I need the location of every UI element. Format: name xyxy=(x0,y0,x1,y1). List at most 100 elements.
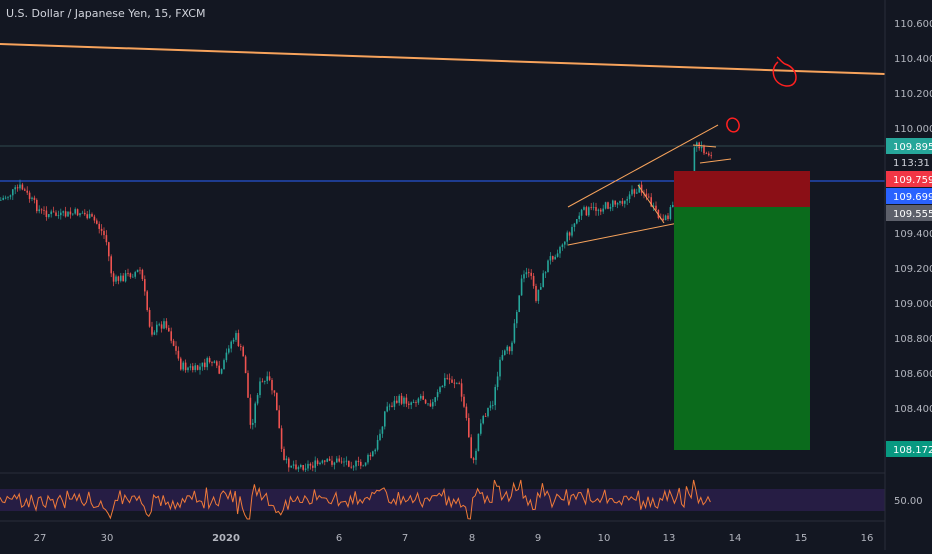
candle-body xyxy=(283,448,285,461)
price-axis[interactable]: 110.600 110.400 110.200 110.000 109.400 … xyxy=(894,19,932,415)
wedge-lower-line[interactable] xyxy=(567,220,689,246)
candle-body xyxy=(264,380,266,382)
candle-body xyxy=(626,199,628,201)
time-axis[interactable]: 27 30 2020 6 7 8 9 10 13 14 15 16 xyxy=(34,533,874,544)
candle-body xyxy=(331,460,333,465)
candle-body xyxy=(189,366,192,368)
candle-body xyxy=(19,184,21,189)
chart-title: U.S. Dollar / Japanese Yen, 15, FXCM xyxy=(6,7,205,20)
candle-body xyxy=(132,276,134,278)
candle-body xyxy=(525,272,528,275)
candle-body xyxy=(292,464,295,466)
stop-loss-zone[interactable] xyxy=(674,171,810,207)
candle-body xyxy=(24,189,26,191)
candle-body xyxy=(67,211,69,217)
candle-body xyxy=(619,201,621,204)
time-label: 10 xyxy=(598,533,611,544)
candle-body xyxy=(76,209,79,216)
candle-body xyxy=(537,289,540,301)
candle-body xyxy=(710,155,712,157)
candle-body xyxy=(326,458,328,462)
candle-body xyxy=(372,451,374,457)
annotation-circle-top[interactable] xyxy=(725,116,741,133)
candle-body xyxy=(516,312,518,324)
candle-body xyxy=(664,215,667,221)
candle-body xyxy=(26,190,28,193)
candle-body xyxy=(420,395,422,399)
candle-body xyxy=(256,395,259,404)
candle-body xyxy=(124,273,127,282)
candle-body xyxy=(540,287,542,290)
candle-body xyxy=(321,460,324,463)
target-price-value: 108.172 xyxy=(893,445,932,456)
candle-body xyxy=(112,273,115,282)
candle-body xyxy=(669,207,672,219)
candle-body xyxy=(43,210,45,211)
candle-body xyxy=(247,373,249,398)
candle-body xyxy=(652,205,655,207)
candle-body xyxy=(355,460,357,467)
candle-body xyxy=(278,410,280,429)
candle-body xyxy=(448,378,451,380)
candle-body xyxy=(57,215,60,216)
candle-body xyxy=(475,450,477,460)
time-label: 9 xyxy=(535,533,541,544)
flag-upper-line[interactable] xyxy=(692,144,717,148)
candle-body xyxy=(381,426,384,434)
candle-body xyxy=(568,232,571,236)
candle-body xyxy=(79,213,81,216)
candle-body xyxy=(218,365,220,374)
candle-body xyxy=(151,326,153,335)
wedge-break-line[interactable] xyxy=(637,184,665,224)
candle-body xyxy=(597,209,600,211)
candle-body xyxy=(496,376,499,387)
candle-body xyxy=(201,362,204,367)
candle-body xyxy=(300,464,302,468)
candle-body xyxy=(81,212,84,214)
candle-body xyxy=(139,269,141,271)
rsi-axis-label: 50.00 xyxy=(894,496,923,507)
candle-body xyxy=(499,359,501,377)
candle-body xyxy=(492,405,494,406)
candle-body xyxy=(38,209,40,212)
candle-body xyxy=(520,278,523,296)
wedge-upper-line[interactable] xyxy=(567,124,719,208)
trendline-long[interactable] xyxy=(0,43,886,75)
candle-body xyxy=(230,341,232,349)
candle-body xyxy=(141,269,144,280)
candle-body xyxy=(48,214,50,217)
candle-body xyxy=(31,197,33,199)
candle-body xyxy=(156,324,158,333)
candle-body xyxy=(396,400,398,403)
current-price-tag xyxy=(886,188,932,204)
candle-body xyxy=(261,381,264,383)
candle-body xyxy=(542,273,544,288)
candle-body xyxy=(638,184,640,193)
candle-body xyxy=(535,286,537,301)
candle-body xyxy=(384,411,386,427)
candle-body xyxy=(324,460,326,462)
candle-body xyxy=(336,458,338,463)
candle-body xyxy=(88,214,91,219)
candle-body xyxy=(302,464,304,470)
candle-body xyxy=(482,416,484,424)
candle-body xyxy=(621,201,624,204)
candle-body xyxy=(122,275,124,282)
price-tick: 110.200 xyxy=(894,89,932,100)
time-label: 30 xyxy=(101,533,114,544)
flag-lower-line[interactable] xyxy=(699,158,732,164)
annotation-circle-trendline[interactable] xyxy=(772,56,797,87)
candle-body xyxy=(576,219,578,224)
price-tick: 108.400 xyxy=(894,404,932,415)
candle-body xyxy=(237,333,240,347)
price-tick: 110.600 xyxy=(894,19,932,30)
candle-body xyxy=(415,402,417,403)
candle-body xyxy=(528,272,530,274)
countdown-tag xyxy=(900,155,932,170)
candle-body xyxy=(600,209,602,212)
take-profit-zone[interactable] xyxy=(674,207,810,450)
stop-price-tag xyxy=(886,171,932,187)
candle-body xyxy=(316,460,319,465)
candle-body xyxy=(0,199,2,201)
